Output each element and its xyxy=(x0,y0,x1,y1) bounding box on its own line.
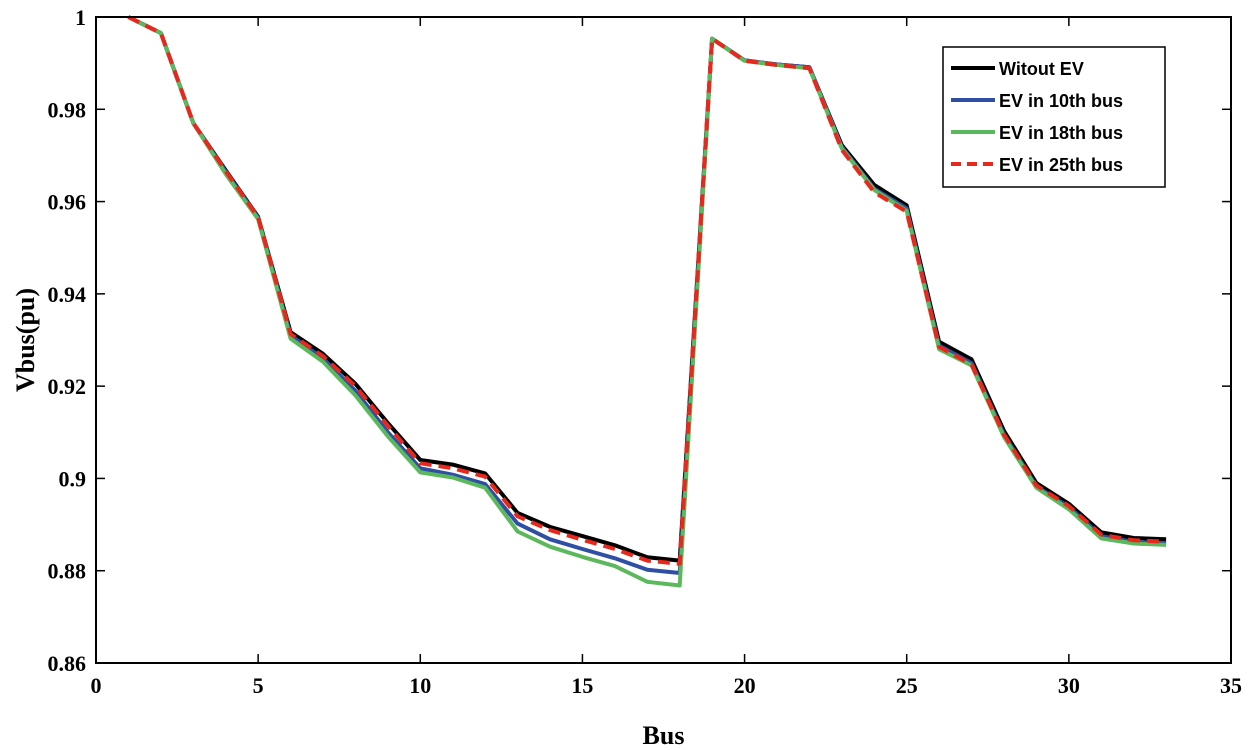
y-tick-label: 0.92 xyxy=(48,374,87,399)
x-tick-label: 10 xyxy=(409,673,431,698)
x-tick-label: 5 xyxy=(253,673,264,698)
x-axis-ticks: 0 5 10 15 20 25 30 35 xyxy=(91,17,1242,698)
y-tick-label: 0.96 xyxy=(48,190,87,215)
y-tick-label: 0.88 xyxy=(48,559,87,584)
x-axis-label: Bus xyxy=(643,721,685,750)
series-line-3 xyxy=(127,15,1167,566)
series-line-2 xyxy=(127,15,1167,588)
y-tick-label: 0.9 xyxy=(59,466,87,491)
x-tick-label: 15 xyxy=(571,673,593,698)
y-tick-label: 0.98 xyxy=(48,97,87,122)
legend-label-1: EV in 10th bus xyxy=(999,91,1123,111)
y-axis-label: Vbus(pu) xyxy=(11,288,40,392)
x-tick-label: 35 xyxy=(1220,673,1242,698)
x-tick-label: 0 xyxy=(91,673,102,698)
x-tick-label: 20 xyxy=(734,673,756,698)
legend-label-3: EV in 25th bus xyxy=(999,155,1123,175)
x-tick-label: 25 xyxy=(896,673,918,698)
series-lines xyxy=(127,15,1167,588)
legend-label-2: EV in 18th bus xyxy=(999,123,1123,143)
legend-label-0: Witout EV xyxy=(999,59,1084,79)
legend-box xyxy=(942,46,1166,188)
y-tick-label: 0.86 xyxy=(48,651,87,676)
y-axis-ticks: 0.86 0.88 0.9 0.92 0.94 0.96 0.98 1 xyxy=(48,5,1231,676)
y-tick-label: 1 xyxy=(75,5,86,30)
x-tick-label: 30 xyxy=(1058,673,1080,698)
legend: Witout EV EV in 10th bus EV in 18th bus EV … xyxy=(942,46,1166,188)
y-tick-label: 0.94 xyxy=(48,282,87,307)
plot-frame xyxy=(95,16,1232,664)
